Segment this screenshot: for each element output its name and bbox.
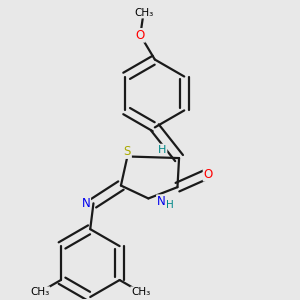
Text: O: O bbox=[136, 29, 145, 42]
Text: CH₃: CH₃ bbox=[30, 287, 50, 297]
Text: O: O bbox=[203, 168, 213, 181]
Text: H: H bbox=[158, 145, 166, 154]
Text: S: S bbox=[124, 145, 131, 158]
Text: N: N bbox=[82, 197, 90, 210]
Text: CH₃: CH₃ bbox=[131, 287, 150, 297]
Text: H: H bbox=[167, 200, 174, 210]
Text: N: N bbox=[157, 195, 166, 208]
Text: CH₃: CH₃ bbox=[134, 8, 153, 18]
